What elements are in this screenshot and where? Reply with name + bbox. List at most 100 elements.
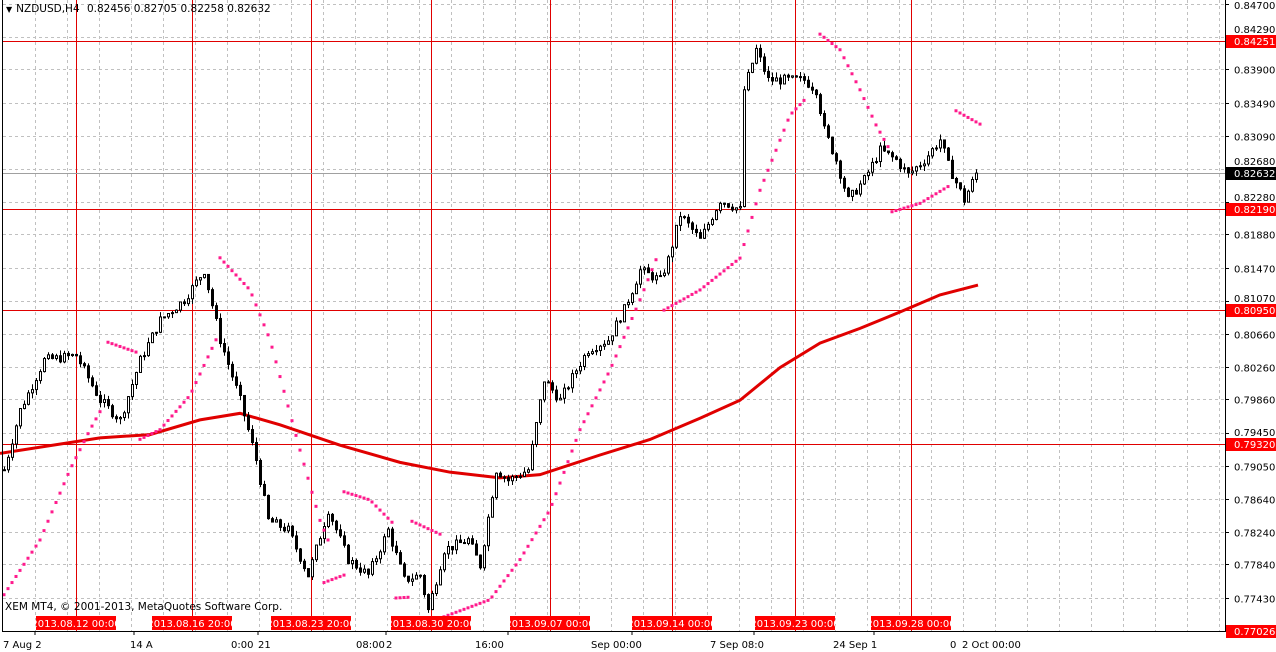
candle — [663, 272, 666, 277]
candle — [787, 74, 790, 78]
sar-dot — [34, 544, 38, 548]
candle — [375, 558, 378, 563]
sar-dot — [498, 584, 502, 588]
sar-dot — [786, 118, 790, 122]
candle — [795, 75, 798, 78]
sar-dot — [910, 204, 914, 208]
candle — [843, 177, 846, 189]
sar-dot — [194, 381, 198, 385]
price-tag-label: 0.82632 — [1234, 169, 1275, 180]
time-axis-bg — [0, 632, 1276, 652]
sar-dot — [718, 272, 722, 276]
sar-dot — [70, 464, 74, 468]
sar-dot — [486, 598, 490, 602]
sar-dot — [446, 613, 450, 617]
sar-dot — [790, 111, 794, 115]
candle — [439, 569, 442, 586]
sar-dot — [142, 435, 146, 439]
candle — [499, 472, 502, 478]
candle — [639, 269, 642, 285]
sar-dot — [426, 527, 430, 531]
candle — [739, 206, 742, 209]
sar-dot — [966, 115, 970, 119]
sar-dot — [98, 410, 102, 414]
sar-dot — [618, 345, 622, 349]
vline-date-tag — [871, 616, 951, 630]
sar-dot — [866, 105, 870, 109]
candle — [687, 216, 690, 224]
vline-date-tag — [510, 616, 590, 630]
candle — [723, 202, 726, 205]
time-label: 7 Sep 08:0 — [710, 640, 764, 651]
sar-dot — [430, 528, 434, 532]
candle — [475, 543, 478, 556]
time-label: 08:00 — [356, 640, 385, 651]
sar-dot — [570, 449, 574, 453]
candle — [599, 345, 602, 352]
candle — [811, 86, 814, 91]
time-label: 2 Oct 00:00 — [962, 640, 1021, 651]
candle — [247, 415, 250, 431]
sar-dot — [778, 138, 782, 142]
price-tag-label: 0.82190 — [1234, 205, 1275, 216]
sar-dot — [370, 500, 374, 504]
candle — [691, 222, 694, 230]
candle — [223, 343, 226, 353]
candle — [543, 381, 546, 401]
sar-dot — [394, 596, 398, 600]
chart-title: ▼ NZDUSD,H4 0.82456 0.82705 0.82258 0.826… — [6, 3, 271, 15]
candle — [47, 354, 50, 360]
sar-dot — [234, 273, 238, 277]
sar-dot — [514, 563, 518, 567]
candle — [239, 384, 242, 396]
candle — [435, 584, 438, 595]
sar-dot — [734, 259, 738, 263]
candle — [447, 545, 450, 555]
sar-dot — [682, 297, 686, 301]
sar-dot — [22, 562, 26, 566]
candle — [347, 544, 350, 565]
candle — [483, 545, 486, 569]
y-tick-label: 0.83900 — [1234, 66, 1275, 77]
candle — [531, 444, 534, 471]
sar-dot — [878, 130, 882, 134]
sar-dot — [162, 423, 166, 427]
candle — [23, 403, 26, 410]
candle — [871, 161, 874, 173]
sar-dot — [886, 145, 890, 149]
dropdown-triangle-icon[interactable]: ▼ — [6, 5, 13, 14]
sar-dot — [670, 304, 674, 308]
sar-dot — [266, 333, 270, 337]
candle — [155, 331, 158, 334]
sar-dot — [930, 194, 934, 198]
candle — [319, 538, 322, 546]
sar-dot — [166, 419, 170, 423]
sar-dot — [634, 307, 638, 311]
sar-dot — [838, 48, 842, 52]
sar-dot — [182, 400, 186, 404]
sar-dot — [822, 35, 826, 39]
candle — [827, 125, 830, 138]
candle — [111, 405, 114, 418]
candle — [855, 189, 858, 195]
candle — [847, 187, 850, 197]
sar-dot — [574, 438, 578, 442]
sar-dot — [322, 581, 326, 585]
candle — [199, 277, 202, 281]
candle — [379, 551, 382, 560]
sar-dot — [746, 229, 750, 233]
sar-dot — [802, 98, 806, 102]
candle — [387, 528, 390, 538]
candle — [831, 136, 834, 155]
candle — [163, 316, 166, 319]
candle — [455, 539, 458, 551]
sar-dot — [850, 72, 854, 76]
candle — [567, 387, 570, 390]
sar-dot — [346, 491, 350, 495]
candle — [131, 384, 134, 398]
sar-dot — [758, 188, 762, 192]
sar-dot — [374, 504, 378, 508]
candle — [343, 535, 346, 546]
sar-dot — [422, 525, 426, 529]
